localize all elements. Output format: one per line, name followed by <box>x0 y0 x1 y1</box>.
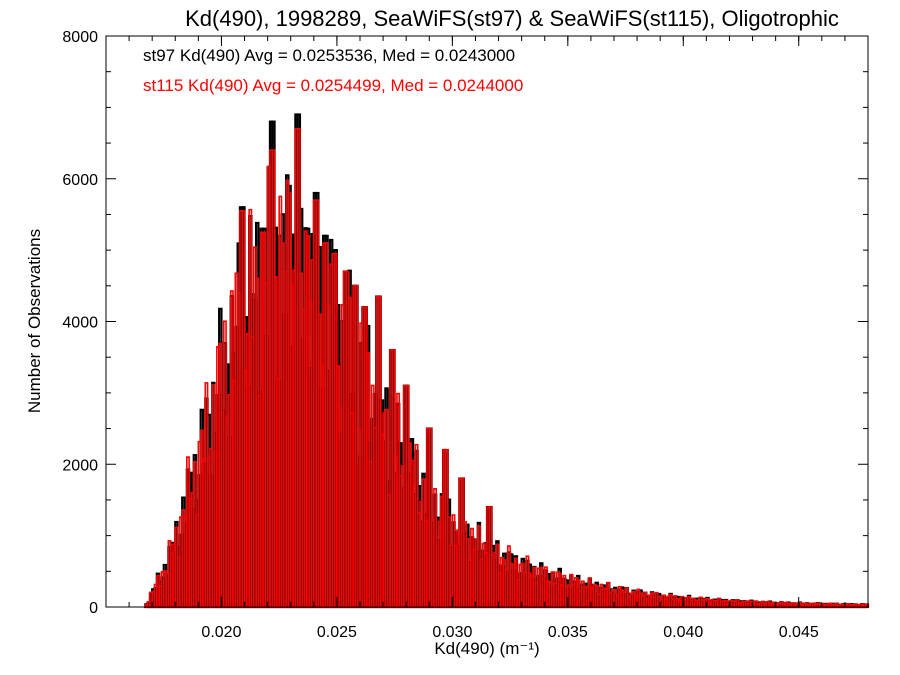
y-tick-label: 6000 <box>62 172 98 189</box>
y-tick-label: 2000 <box>62 457 98 474</box>
y-tick-label: 0 <box>89 600 98 617</box>
y-tick-label: 8000 <box>62 29 98 46</box>
y-tick-label: 4000 <box>62 315 98 332</box>
y-axis-label: Number of Observations <box>25 229 44 413</box>
x-tick-label: 0.035 <box>548 624 588 641</box>
x-tick-label: 0.045 <box>779 624 819 641</box>
x-tick-label: 0.020 <box>201 624 241 641</box>
x-tick-label: 0.040 <box>663 624 703 641</box>
chart-title: Kd(490), 1998289, SeaWiFS(st97) & SeaWiF… <box>185 6 839 31</box>
annotation-st115: st115 Kd(490) Avg = 0.0254499, Med = 0.0… <box>143 76 523 95</box>
y-axis-ticks: 0 2000 4000 6000 8000 <box>62 29 868 617</box>
x-tick-label: 0.030 <box>432 624 472 641</box>
series-st115 <box>144 127 869 608</box>
x-axis-label: Kd(490) (m⁻¹) <box>434 639 539 658</box>
x-tick-label: 0.025 <box>317 624 357 641</box>
x-axis-ticks: 0.020 0.025 0.030 0.035 0.040 0.045 <box>105 36 869 641</box>
annotation-st97: st97 Kd(490) Avg = 0.0253536, Med = 0.02… <box>143 46 515 65</box>
